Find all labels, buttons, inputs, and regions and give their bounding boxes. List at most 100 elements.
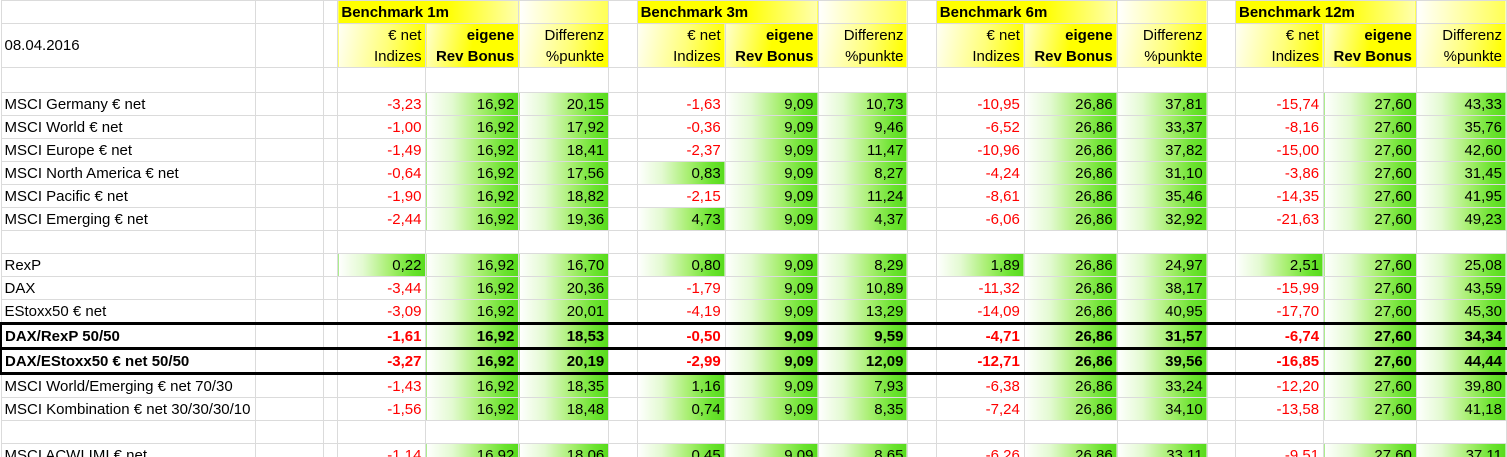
value-cell[interactable]: -13,58 [1234,397,1325,421]
value-cell[interactable]: -8,16 [1234,115,1325,139]
subheader-differenz-1[interactable]: Differenz %punkte [817,23,909,68]
value-cell[interactable]: -12,71 [935,347,1025,375]
value-cell[interactable]: 27,60 [1323,161,1417,185]
value-cell[interactable]: 41,18 [1415,397,1507,421]
value-cell[interactable]: 26,86 [1023,299,1118,324]
value-cell[interactable]: 8,29 [817,253,909,277]
value-cell[interactable]: 13,29 [817,299,909,324]
value-cell[interactable]: 31,10 [1116,161,1208,185]
value-cell[interactable]: 24,97 [1116,253,1208,277]
value-cell[interactable]: 9,09 [724,115,819,139]
subheader-differenz-0[interactable]: Differenz %punkte [518,23,610,68]
value-cell[interactable]: 40,95 [1116,299,1208,324]
value-cell[interactable]: 26,86 [1023,322,1118,350]
benchmark-title-2[interactable]: Benchmark 6m [935,0,1118,24]
value-cell[interactable]: -1,63 [636,92,726,116]
row-label[interactable]: RexP [0,253,256,277]
value-cell[interactable]: 43,33 [1415,92,1507,116]
date-cell[interactable]: 08.04.2016 [0,23,256,68]
value-cell[interactable]: 27,60 [1323,373,1417,398]
value-cell[interactable]: 1,89 [935,253,1025,277]
value-cell[interactable]: -1,90 [337,184,427,208]
value-cell[interactable]: -4,24 [935,161,1025,185]
value-cell[interactable]: 9,09 [724,299,819,324]
value-cell[interactable]: 0,80 [636,253,726,277]
value-cell[interactable]: 26,86 [1023,276,1118,300]
value-cell[interactable]: 26,86 [1023,184,1118,208]
row-label[interactable]: DAX/EStoxx50 € net 50/50 [0,347,256,375]
value-cell[interactable]: -7,24 [935,397,1025,421]
value-cell[interactable]: -1,00 [337,115,427,139]
value-cell[interactable]: -0,64 [337,161,427,185]
value-cell[interactable]: 9,09 [724,443,819,457]
subheader-rev-bonus-3[interactable]: eigene Rev Bonus [1323,23,1417,68]
benchmark-title-fill-1[interactable] [817,0,909,24]
value-cell[interactable]: -15,74 [1234,92,1325,116]
value-cell[interactable]: 44,44 [1415,347,1507,375]
subheader-differenz-3[interactable]: Differenz %punkte [1415,23,1507,68]
value-cell[interactable]: -6,06 [935,207,1025,231]
value-cell[interactable]: 16,92 [425,347,520,375]
value-cell[interactable]: 16,92 [425,276,520,300]
value-cell[interactable]: 43,59 [1415,276,1507,300]
value-cell[interactable]: -12,20 [1234,373,1325,398]
value-cell[interactable]: -0,50 [636,322,726,350]
value-cell[interactable]: -3,44 [337,276,427,300]
value-cell[interactable]: -9,51 [1234,443,1325,457]
value-cell[interactable]: 9,46 [817,115,909,139]
value-cell[interactable]: 33,11 [1116,443,1208,457]
value-cell[interactable]: -10,95 [935,92,1025,116]
value-cell[interactable]: 27,60 [1323,184,1417,208]
value-cell[interactable]: 16,92 [425,322,520,350]
row-label[interactable]: MSCI Kombination € net 30/30/30/10 [0,397,256,421]
value-cell[interactable]: -3,09 [337,299,427,324]
value-cell[interactable]: 9,09 [724,253,819,277]
value-cell[interactable]: 27,60 [1323,443,1417,457]
benchmark-title-fill-3[interactable] [1415,0,1507,24]
row-label[interactable]: MSCI World € net [0,115,256,139]
value-cell[interactable]: 9,09 [724,92,819,116]
value-cell[interactable]: 27,60 [1323,92,1417,116]
value-cell[interactable]: 18,53 [518,322,610,350]
value-cell[interactable]: 10,73 [817,92,909,116]
value-cell[interactable]: 34,10 [1116,397,1208,421]
value-cell[interactable]: 27,60 [1323,276,1417,300]
value-cell[interactable]: 19,36 [518,207,610,231]
value-cell[interactable]: 7,93 [817,373,909,398]
value-cell[interactable]: 8,65 [817,443,909,457]
value-cell[interactable]: 26,86 [1023,373,1118,398]
value-cell[interactable]: 27,60 [1323,299,1417,324]
value-cell[interactable]: 26,86 [1023,347,1118,375]
value-cell[interactable]: 37,82 [1116,138,1208,162]
value-cell[interactable]: 8,27 [817,161,909,185]
value-cell[interactable]: 8,35 [817,397,909,421]
value-cell[interactable]: 39,80 [1415,373,1507,398]
value-cell[interactable]: -1,43 [337,373,427,398]
value-cell[interactable]: 17,92 [518,115,610,139]
value-cell[interactable]: 26,86 [1023,92,1118,116]
value-cell[interactable]: 26,86 [1023,161,1118,185]
value-cell[interactable]: 9,59 [817,322,909,350]
benchmark-title-0[interactable]: Benchmark 1m [337,0,520,24]
value-cell[interactable]: 0,22 [337,253,427,277]
value-cell[interactable]: 41,95 [1415,184,1507,208]
value-cell[interactable]: 16,70 [518,253,610,277]
value-cell[interactable]: 31,57 [1116,322,1208,350]
value-cell[interactable]: 33,24 [1116,373,1208,398]
value-cell[interactable]: 9,09 [724,276,819,300]
row-label[interactable]: EStoxx50 € net [0,299,256,324]
value-cell[interactable]: 9,09 [724,138,819,162]
value-cell[interactable]: -10,96 [935,138,1025,162]
value-cell[interactable]: 26,86 [1023,138,1118,162]
value-cell[interactable]: 9,09 [724,373,819,398]
value-cell[interactable]: -21,63 [1234,207,1325,231]
row-label[interactable]: MSCI ACWI IMI € net [0,443,256,457]
benchmark-title-fill-0[interactable] [518,0,610,24]
value-cell[interactable]: -2,44 [337,207,427,231]
value-cell[interactable]: 33,37 [1116,115,1208,139]
value-cell[interactable]: -17,70 [1234,299,1325,324]
value-cell[interactable]: 12,09 [817,347,909,375]
value-cell[interactable]: -14,35 [1234,184,1325,208]
value-cell[interactable]: 16,92 [425,207,520,231]
row-label[interactable]: MSCI Germany € net [0,92,256,116]
